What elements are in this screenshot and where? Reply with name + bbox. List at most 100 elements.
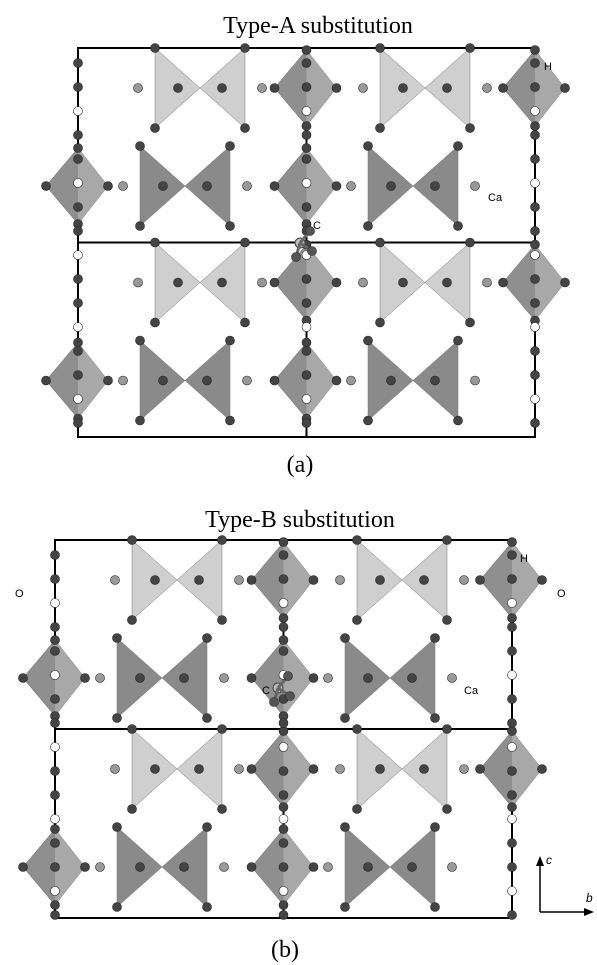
atom <box>180 863 189 872</box>
atom <box>454 222 463 231</box>
atom <box>431 903 440 912</box>
panel-title: Type-A substitution <box>223 13 413 39</box>
atom <box>51 647 60 656</box>
atom <box>336 765 345 774</box>
panel-caption: (a) <box>287 452 314 478</box>
atom <box>302 83 311 92</box>
atom <box>258 84 267 93</box>
atom <box>279 887 288 896</box>
atom <box>74 338 83 347</box>
atom <box>508 815 517 824</box>
atom <box>531 46 540 55</box>
atom <box>531 179 540 188</box>
atom <box>483 278 492 287</box>
atom <box>387 182 396 191</box>
atom <box>218 278 227 287</box>
atom <box>332 278 341 287</box>
atom <box>561 84 570 93</box>
atom <box>499 84 508 93</box>
atom <box>443 725 452 734</box>
atom <box>220 863 229 872</box>
atom <box>51 671 60 680</box>
atom <box>203 182 212 191</box>
atom <box>364 863 373 872</box>
atom <box>42 376 51 385</box>
atom <box>279 727 288 736</box>
atom <box>74 59 83 68</box>
atom <box>476 765 485 774</box>
atom <box>279 538 288 547</box>
atom <box>508 767 517 776</box>
atom <box>508 719 517 728</box>
atom <box>270 182 279 191</box>
atom <box>364 416 373 425</box>
atom <box>235 576 244 585</box>
atom <box>74 251 83 260</box>
atom <box>279 551 288 560</box>
atom <box>341 903 350 912</box>
atom <box>531 240 540 249</box>
atom <box>128 536 137 545</box>
atom <box>308 247 317 256</box>
atom <box>408 674 417 683</box>
atom <box>74 131 83 140</box>
atom <box>302 419 311 428</box>
atom <box>51 719 60 728</box>
atom <box>136 222 145 231</box>
atom <box>431 182 440 191</box>
atom <box>180 674 189 683</box>
atom <box>302 131 311 140</box>
atom <box>19 863 28 872</box>
atom <box>151 765 160 774</box>
atom <box>448 863 457 872</box>
atom <box>104 376 113 385</box>
atom <box>508 743 517 752</box>
atom <box>508 839 517 848</box>
atom <box>159 182 168 191</box>
atom <box>151 576 160 585</box>
atom <box>134 278 143 287</box>
atom <box>431 634 440 643</box>
atom <box>508 623 517 632</box>
atom <box>302 144 311 153</box>
atom <box>270 376 279 385</box>
atom <box>226 336 235 345</box>
atom <box>443 84 452 93</box>
atom <box>270 84 279 93</box>
atom <box>466 238 475 247</box>
atom <box>151 238 160 247</box>
atom <box>279 647 288 656</box>
atom <box>508 791 517 800</box>
atom <box>195 576 204 585</box>
atom <box>443 805 452 814</box>
atom <box>74 347 83 356</box>
atom <box>302 299 311 308</box>
atom <box>279 743 288 752</box>
atom <box>531 131 540 140</box>
atom <box>243 376 252 385</box>
atom <box>203 714 212 723</box>
atom <box>51 551 60 560</box>
atom <box>74 323 83 332</box>
atom <box>241 124 250 133</box>
atom <box>454 416 463 425</box>
structures <box>19 44 570 920</box>
atom <box>302 155 311 164</box>
atom <box>270 698 279 707</box>
atom <box>353 725 362 734</box>
atom <box>74 395 83 404</box>
atom <box>399 84 408 93</box>
atom <box>235 765 244 774</box>
atom <box>42 182 51 191</box>
atom <box>220 674 229 683</box>
figure: Type-A substitution (a) H Ca C Type-B su… <box>0 0 597 965</box>
atom <box>247 863 256 872</box>
atom <box>51 743 60 752</box>
atom <box>279 623 288 632</box>
atom <box>531 323 540 332</box>
atom <box>203 376 212 385</box>
atom <box>51 863 60 872</box>
atom-label: C <box>313 220 321 232</box>
atom <box>74 155 83 164</box>
atom-label: O <box>15 588 24 600</box>
